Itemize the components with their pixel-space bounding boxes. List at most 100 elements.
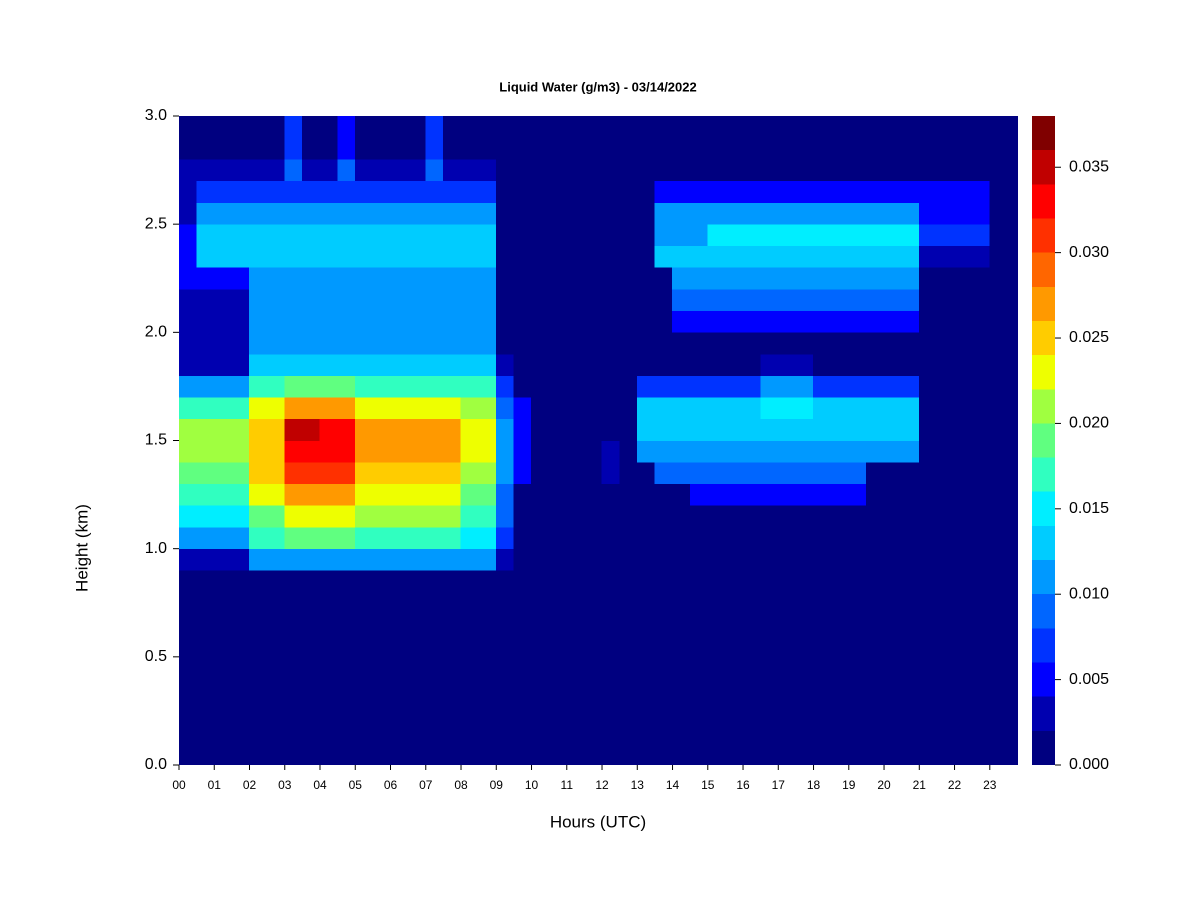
heatmap-cell xyxy=(513,223,532,247)
heatmap-cell xyxy=(443,440,462,463)
heatmap-cell xyxy=(971,180,991,203)
heatmap-cell xyxy=(601,332,620,355)
heatmap-cell xyxy=(848,548,867,571)
heatmap-cell xyxy=(901,375,920,398)
heatmap-cell xyxy=(672,440,691,463)
heatmap-cell xyxy=(760,180,779,203)
heatmap-cell xyxy=(478,526,497,549)
heatmap-cell xyxy=(848,288,867,312)
heatmap-cell xyxy=(354,310,374,333)
heatmap-cell xyxy=(672,267,691,290)
heatmap-cell xyxy=(337,483,356,506)
heatmap-cell xyxy=(742,440,761,463)
colorbar-tick-label: 0.010 xyxy=(1069,585,1109,602)
heatmap-cell xyxy=(196,505,215,528)
heatmap-cell xyxy=(742,569,761,765)
heatmap-cell xyxy=(619,526,638,549)
heatmap-cell xyxy=(425,180,444,203)
heatmap-cell xyxy=(495,375,515,398)
heatmap-cell xyxy=(742,202,761,225)
heatmap-cell xyxy=(354,526,374,549)
heatmap-cell xyxy=(443,418,462,441)
heatmap-cell xyxy=(707,267,726,290)
heatmap-cell xyxy=(636,526,656,549)
heatmap-cell xyxy=(777,483,797,506)
heatmap-cell xyxy=(795,375,814,398)
heatmap-cell xyxy=(390,461,409,485)
heatmap-cell xyxy=(354,440,374,463)
heatmap-cell xyxy=(725,418,744,441)
heatmap-cell xyxy=(319,116,338,160)
heatmap-cell xyxy=(231,245,250,268)
heatmap-cell xyxy=(337,353,356,376)
heatmap-cell xyxy=(372,223,391,247)
heatmap-cell xyxy=(548,202,568,225)
heatmap-cell xyxy=(689,483,709,506)
heatmap-cell xyxy=(354,332,374,355)
heatmap-cell xyxy=(495,288,515,312)
heatmap-cell xyxy=(372,526,391,549)
heatmap-cell xyxy=(231,180,250,203)
heatmap-cell xyxy=(425,440,444,463)
heatmap-cell xyxy=(866,288,885,312)
heatmap-cell xyxy=(179,158,197,182)
heatmap-cell xyxy=(707,440,726,463)
heatmap-cell xyxy=(372,116,391,160)
heatmap-cell xyxy=(601,245,620,268)
heatmap-cell xyxy=(390,483,409,506)
heatmap-cell xyxy=(619,202,638,225)
heatmap-cell xyxy=(213,526,233,549)
heatmap-cell xyxy=(249,569,268,765)
heatmap-cell xyxy=(971,288,991,312)
heatmap-cell xyxy=(196,116,215,160)
heatmap-cell xyxy=(1007,158,1018,182)
heatmap-cell xyxy=(425,202,444,225)
heatmap-cell xyxy=(866,569,885,765)
heatmap-cell xyxy=(689,180,709,203)
heatmap-cell xyxy=(249,548,268,571)
heatmap-cell xyxy=(443,310,462,333)
heatmap-cell xyxy=(390,569,409,765)
heatmap-cell xyxy=(936,288,955,312)
heatmap-cell xyxy=(636,180,656,203)
heatmap-cell xyxy=(196,548,215,571)
heatmap-cell xyxy=(460,569,479,765)
heatmap-cell xyxy=(672,375,691,398)
heatmap-cell xyxy=(407,310,427,333)
heatmap-cell xyxy=(848,332,867,355)
heatmap-cell xyxy=(213,288,233,312)
heatmap-cell xyxy=(196,223,215,247)
heatmap-cell xyxy=(179,461,197,485)
heatmap-cell xyxy=(866,245,885,268)
heatmap-cell xyxy=(1007,116,1018,160)
heatmap-cell xyxy=(513,202,532,225)
heatmap-cell xyxy=(319,245,338,268)
heatmap-cell xyxy=(531,288,550,312)
heatmap-cell xyxy=(266,461,286,485)
heatmap-cell xyxy=(936,483,955,506)
heatmap-cell xyxy=(654,245,673,268)
heatmap-cell xyxy=(636,353,656,376)
heatmap-cell xyxy=(971,267,991,290)
heatmap-cell xyxy=(266,310,286,333)
heatmap-cell xyxy=(777,180,797,203)
heatmap-cell xyxy=(566,418,585,441)
heatmap-cell xyxy=(284,526,303,549)
heatmap-cell xyxy=(266,245,286,268)
heatmap-cell xyxy=(302,202,321,225)
heatmap-cell xyxy=(266,440,286,463)
heatmap-cell xyxy=(584,461,603,485)
heatmap-cell xyxy=(830,245,850,268)
heatmap-cell xyxy=(478,332,497,355)
heatmap-cell xyxy=(918,223,938,247)
heatmap-cell xyxy=(601,526,620,549)
heatmap-cell xyxy=(742,332,761,355)
heatmap-cell xyxy=(954,223,973,247)
heatmap-cell xyxy=(584,245,603,268)
heatmap-cell xyxy=(531,375,550,398)
heatmap-cell xyxy=(319,310,338,333)
colorbar-box xyxy=(1032,184,1055,219)
heatmap-cell xyxy=(513,375,532,398)
heatmap-cell xyxy=(830,505,850,528)
